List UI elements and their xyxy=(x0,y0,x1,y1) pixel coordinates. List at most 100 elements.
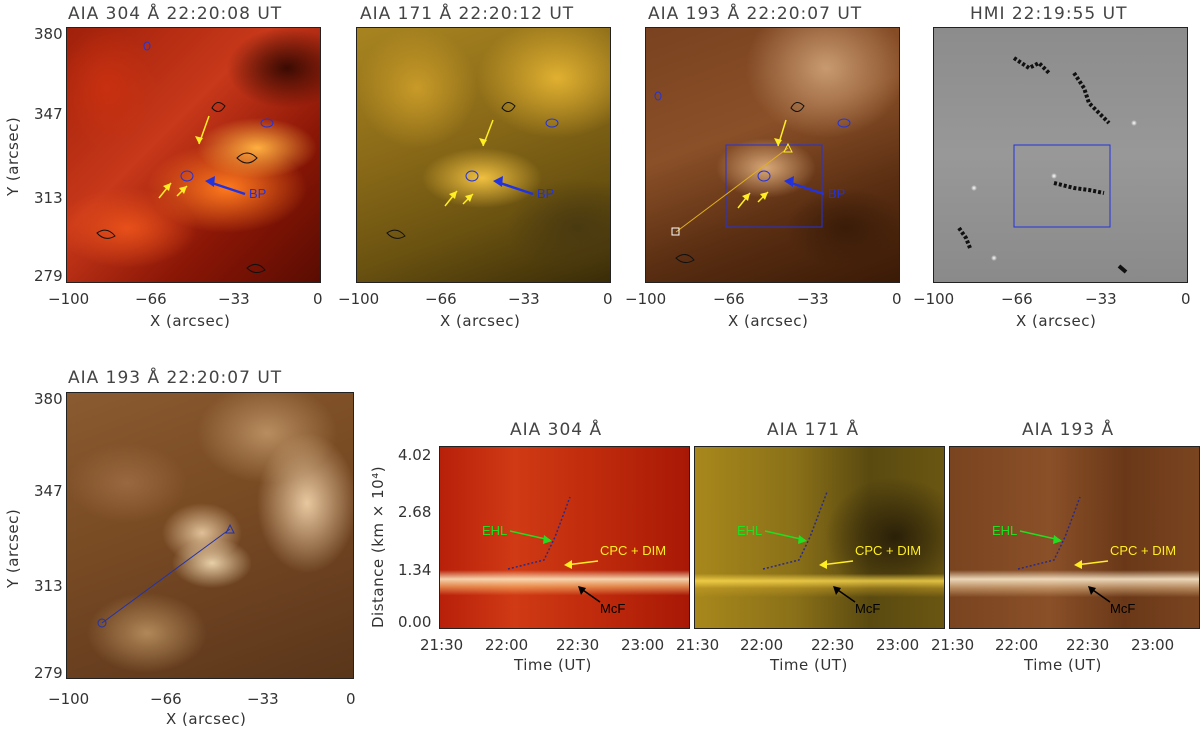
zoom-box xyxy=(1013,144,1111,228)
x-axis-label: Time (UT) xyxy=(1024,656,1102,674)
aia193-annotations: BP xyxy=(654,91,851,264)
black-contour xyxy=(501,102,516,112)
slit-start-marker xyxy=(97,618,107,628)
x-axis-label: X (arcsec) xyxy=(728,312,809,330)
black-contour xyxy=(96,229,116,239)
x-tick: −66 xyxy=(150,690,182,708)
y-tick: 347 xyxy=(34,482,63,500)
ehl-arrow xyxy=(509,530,551,541)
y-axis-label: Y (arcsec) xyxy=(4,508,22,588)
x-axis-label: Time (UT) xyxy=(770,656,848,674)
x-tick: 0 xyxy=(892,290,902,308)
x-tick: −100 xyxy=(338,290,380,308)
y-tick: 313 xyxy=(34,577,63,595)
negative-flux xyxy=(1012,56,1051,75)
y-tick: 2.68 xyxy=(398,503,432,521)
panel-title: HMI 22:19:55 UT xyxy=(970,4,1128,24)
mcf-arrow-head xyxy=(578,586,586,595)
x-tick: 22:00 xyxy=(995,636,1039,654)
bp-arrow xyxy=(208,180,246,196)
aia171-annotations: BP xyxy=(386,102,559,239)
ehl-arrow-head xyxy=(1053,535,1062,544)
x-tick: −33 xyxy=(797,290,829,308)
blue-contour xyxy=(837,118,851,128)
x-tick: 0 xyxy=(313,290,323,308)
ts193-annotations: EHL CPC + DIM McF xyxy=(992,496,1176,616)
bp-arrow xyxy=(496,180,534,196)
x-tick: 0 xyxy=(1181,290,1191,308)
hmi-image xyxy=(933,27,1188,283)
bp-arrow-head xyxy=(205,176,215,187)
panel-title: AIA 304 Å xyxy=(510,420,603,440)
x-tick: −100 xyxy=(913,290,955,308)
yellow-arrow-head xyxy=(760,192,768,200)
yellow-arrow-head xyxy=(195,136,203,144)
x-tick: 21:30 xyxy=(931,636,975,654)
cpc-label: CPC + DIM xyxy=(600,543,666,558)
x-tick: 23:00 xyxy=(876,636,920,654)
x-tick: 22:00 xyxy=(485,636,529,654)
x-tick: 0 xyxy=(346,690,356,708)
bp-contour xyxy=(757,170,771,182)
x-tick: −33 xyxy=(1085,290,1117,308)
x-tick: −100 xyxy=(625,290,667,308)
bp-label: BP xyxy=(537,186,554,201)
panel-title: AIA 193 Å 22:20:07 UT xyxy=(648,4,863,24)
cpc-arrow-head xyxy=(564,560,572,569)
x-tick: 22:30 xyxy=(556,636,600,654)
blue-contour xyxy=(654,91,662,101)
yellow-arrow-head xyxy=(774,138,782,146)
bp-label: BP xyxy=(249,186,266,201)
slit-line xyxy=(675,147,789,233)
cpc-label: CPC + DIM xyxy=(1110,543,1176,558)
x-tick: −33 xyxy=(508,290,540,308)
aia193-image: BP xyxy=(645,27,900,283)
negative-flux xyxy=(1053,181,1105,195)
mcf-label: McF xyxy=(1110,601,1135,616)
negative-flux xyxy=(957,226,972,249)
x-tick: −100 xyxy=(48,690,90,708)
negative-flux xyxy=(1072,71,1111,125)
ehl-label: EHL xyxy=(482,523,507,538)
mcf-arrow-head xyxy=(833,586,841,595)
ts193-image: EHL CPC + DIM McF xyxy=(949,446,1200,629)
bp-contour xyxy=(180,170,194,182)
zoom-annotations xyxy=(97,523,235,628)
black-contour xyxy=(236,152,258,164)
yellow-arrow-head xyxy=(465,194,473,202)
mcf-label: McF xyxy=(600,601,625,616)
x-tick: −33 xyxy=(218,290,250,308)
x-tick: −66 xyxy=(135,290,167,308)
yellow-arrow-head xyxy=(742,193,750,201)
slit-start-marker xyxy=(671,227,680,236)
x-tick: −33 xyxy=(247,690,279,708)
x-tick: −66 xyxy=(1001,290,1033,308)
y-axis-label: Y (arcsec) xyxy=(4,116,22,196)
panel-title: AIA 171 Å xyxy=(767,420,860,440)
blue-contour xyxy=(143,41,151,51)
y-tick: 380 xyxy=(34,390,63,408)
x-tick: 0 xyxy=(603,290,613,308)
slit-end-marker xyxy=(225,523,235,534)
yellow-arrow-head xyxy=(479,138,487,146)
x-tick: 22:30 xyxy=(811,636,855,654)
ehl-track xyxy=(762,491,828,570)
x-tick: −100 xyxy=(48,290,90,308)
slit-line xyxy=(101,528,231,624)
x-axis-label: X (arcsec) xyxy=(1016,312,1097,330)
x-tick: 21:30 xyxy=(676,636,720,654)
black-contour xyxy=(675,254,695,264)
x-axis-label: X (arcsec) xyxy=(166,710,247,728)
x-tick: −66 xyxy=(713,290,745,308)
ehl-label: EHL xyxy=(737,523,762,538)
hmi-annotations xyxy=(957,56,1128,274)
yellow-arrow-head xyxy=(163,183,171,191)
x-tick: 23:00 xyxy=(1131,636,1175,654)
black-contour xyxy=(386,229,406,239)
panel-title: AIA 193 Å 22:20:07 UT xyxy=(68,368,283,388)
y-tick: 380 xyxy=(34,25,63,43)
blue-contour xyxy=(545,118,559,128)
aia304-image: BP xyxy=(66,27,321,283)
black-contour xyxy=(211,102,226,112)
black-contour xyxy=(790,102,805,112)
